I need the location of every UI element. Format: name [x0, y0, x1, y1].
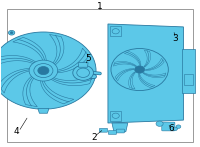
Polygon shape: [138, 74, 155, 88]
Polygon shape: [0, 56, 37, 66]
FancyBboxPatch shape: [182, 49, 195, 93]
Circle shape: [38, 66, 49, 75]
Circle shape: [29, 60, 58, 81]
Polygon shape: [124, 52, 141, 65]
Polygon shape: [108, 24, 183, 123]
Polygon shape: [78, 63, 88, 67]
Circle shape: [0, 32, 96, 109]
Polygon shape: [145, 58, 164, 70]
Polygon shape: [115, 69, 134, 81]
FancyBboxPatch shape: [99, 128, 108, 132]
Text: 1: 1: [97, 2, 103, 11]
FancyBboxPatch shape: [110, 26, 121, 36]
Text: 2: 2: [91, 133, 97, 142]
Circle shape: [156, 121, 163, 126]
Circle shape: [112, 113, 119, 118]
Circle shape: [34, 64, 53, 78]
FancyBboxPatch shape: [110, 111, 121, 121]
Text: 5: 5: [85, 54, 91, 64]
Polygon shape: [144, 50, 151, 67]
Circle shape: [176, 125, 181, 128]
Polygon shape: [49, 34, 64, 66]
Text: 3: 3: [173, 34, 178, 43]
Polygon shape: [143, 73, 166, 78]
Circle shape: [111, 49, 168, 91]
Polygon shape: [38, 108, 49, 113]
FancyBboxPatch shape: [116, 129, 124, 133]
Circle shape: [77, 68, 89, 77]
Polygon shape: [13, 37, 46, 62]
Circle shape: [10, 32, 13, 34]
Polygon shape: [0, 69, 32, 93]
FancyBboxPatch shape: [184, 74, 193, 85]
Circle shape: [112, 29, 119, 34]
Polygon shape: [50, 75, 93, 86]
Text: 4: 4: [14, 127, 19, 136]
Circle shape: [73, 65, 93, 80]
Circle shape: [135, 66, 145, 73]
Polygon shape: [129, 72, 135, 89]
Circle shape: [8, 30, 15, 35]
Text: 6: 6: [169, 124, 174, 133]
Polygon shape: [41, 79, 74, 104]
FancyBboxPatch shape: [162, 122, 175, 131]
Circle shape: [173, 127, 177, 131]
FancyBboxPatch shape: [108, 131, 116, 134]
Polygon shape: [55, 48, 89, 73]
Polygon shape: [113, 61, 136, 66]
Polygon shape: [112, 123, 128, 132]
Polygon shape: [23, 75, 37, 107]
